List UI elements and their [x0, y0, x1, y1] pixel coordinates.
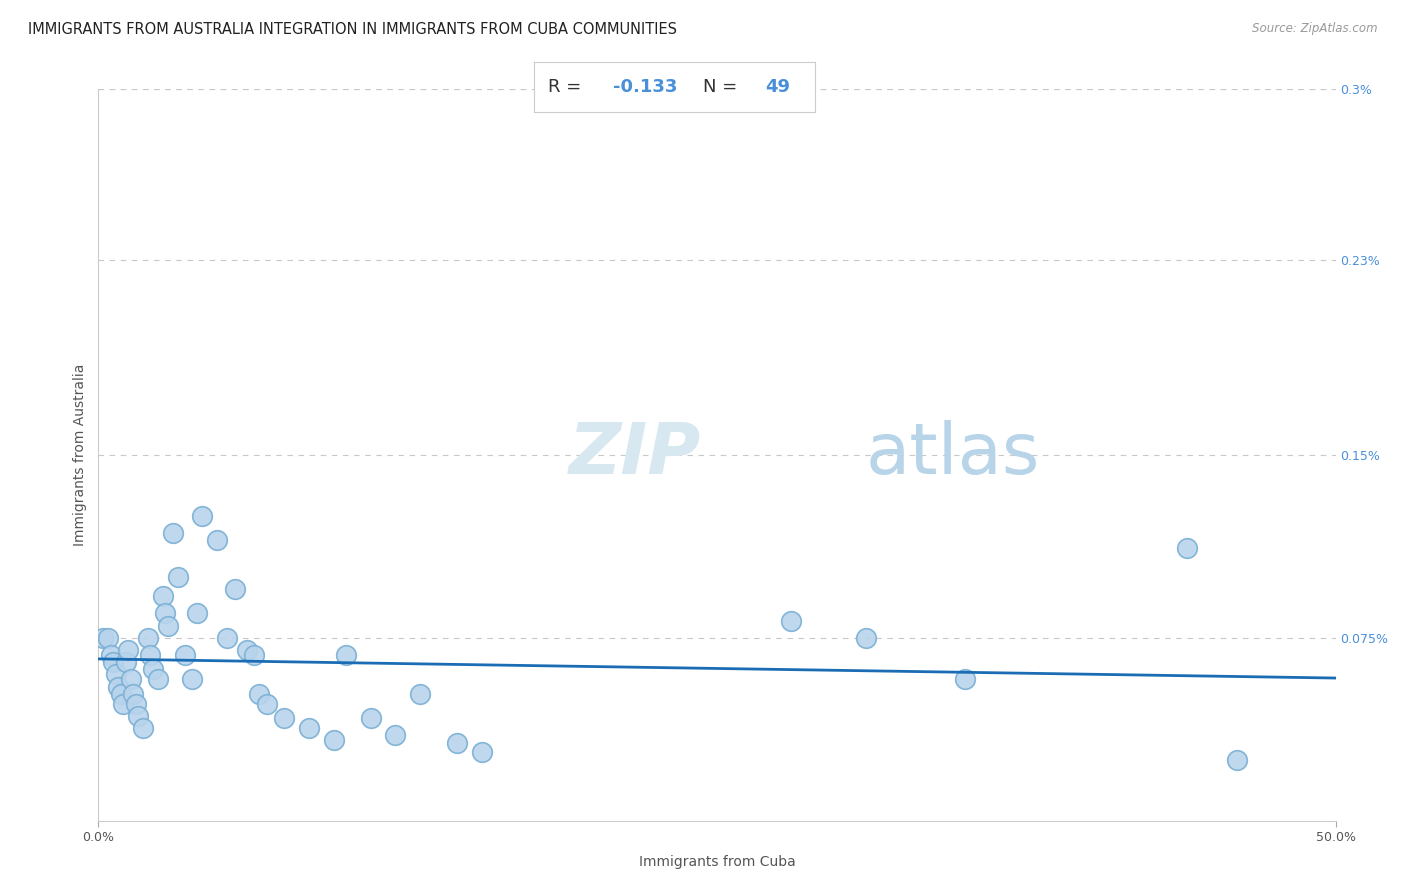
Point	[335, 648, 357, 662]
Point	[446, 736, 468, 750]
Point	[107, 680, 129, 694]
Point	[142, 663, 165, 677]
Text: N =: N =	[703, 78, 742, 96]
Point	[273, 711, 295, 725]
Point	[166, 570, 188, 584]
Point	[146, 672, 169, 686]
Point	[181, 672, 204, 686]
Point	[1226, 753, 1249, 767]
Point	[174, 648, 197, 662]
Point	[104, 667, 127, 681]
Point	[156, 618, 179, 632]
Point	[256, 697, 278, 711]
Point	[360, 711, 382, 725]
Text: IMMIGRANTS FROM AUSTRALIA INTEGRATION IN IMMIGRANTS FROM CUBA COMMUNITIES: IMMIGRANTS FROM AUSTRALIA INTEGRATION IN…	[28, 22, 678, 37]
Point	[124, 697, 146, 711]
Point	[953, 672, 976, 686]
Point	[93, 631, 115, 645]
Point	[247, 687, 270, 701]
Point	[855, 631, 877, 645]
Point	[110, 687, 132, 701]
Point	[243, 648, 266, 662]
Point	[112, 697, 135, 711]
Text: 49: 49	[765, 78, 790, 96]
Point	[322, 733, 344, 747]
Point	[139, 648, 162, 662]
Point	[117, 643, 139, 657]
Point	[217, 631, 239, 645]
Text: -0.133: -0.133	[613, 78, 678, 96]
Point	[136, 631, 159, 645]
Point	[100, 648, 122, 662]
Point	[120, 672, 142, 686]
Text: atlas: atlas	[866, 420, 1040, 490]
Text: Source: ZipAtlas.com: Source: ZipAtlas.com	[1253, 22, 1378, 36]
Point	[122, 687, 145, 701]
Point	[162, 525, 184, 540]
Point	[191, 508, 214, 523]
Point	[114, 655, 136, 669]
Point	[780, 614, 803, 628]
Point	[471, 745, 494, 759]
Y-axis label: Immigrants from Australia: Immigrants from Australia	[73, 364, 87, 546]
Point	[186, 607, 208, 621]
X-axis label: Immigrants from Cuba: Immigrants from Cuba	[638, 855, 796, 869]
Point	[152, 590, 174, 604]
Point	[224, 582, 246, 596]
Text: ZIP: ZIP	[568, 420, 700, 490]
Point	[236, 643, 259, 657]
Point	[205, 533, 228, 548]
Point	[1175, 541, 1198, 555]
Point	[103, 655, 125, 669]
Point	[298, 721, 321, 735]
Point	[127, 708, 149, 723]
Text: R =: R =	[548, 78, 588, 96]
Point	[97, 631, 120, 645]
Point	[409, 687, 432, 701]
Point	[132, 721, 155, 735]
Point	[384, 728, 406, 742]
Point	[155, 607, 177, 621]
